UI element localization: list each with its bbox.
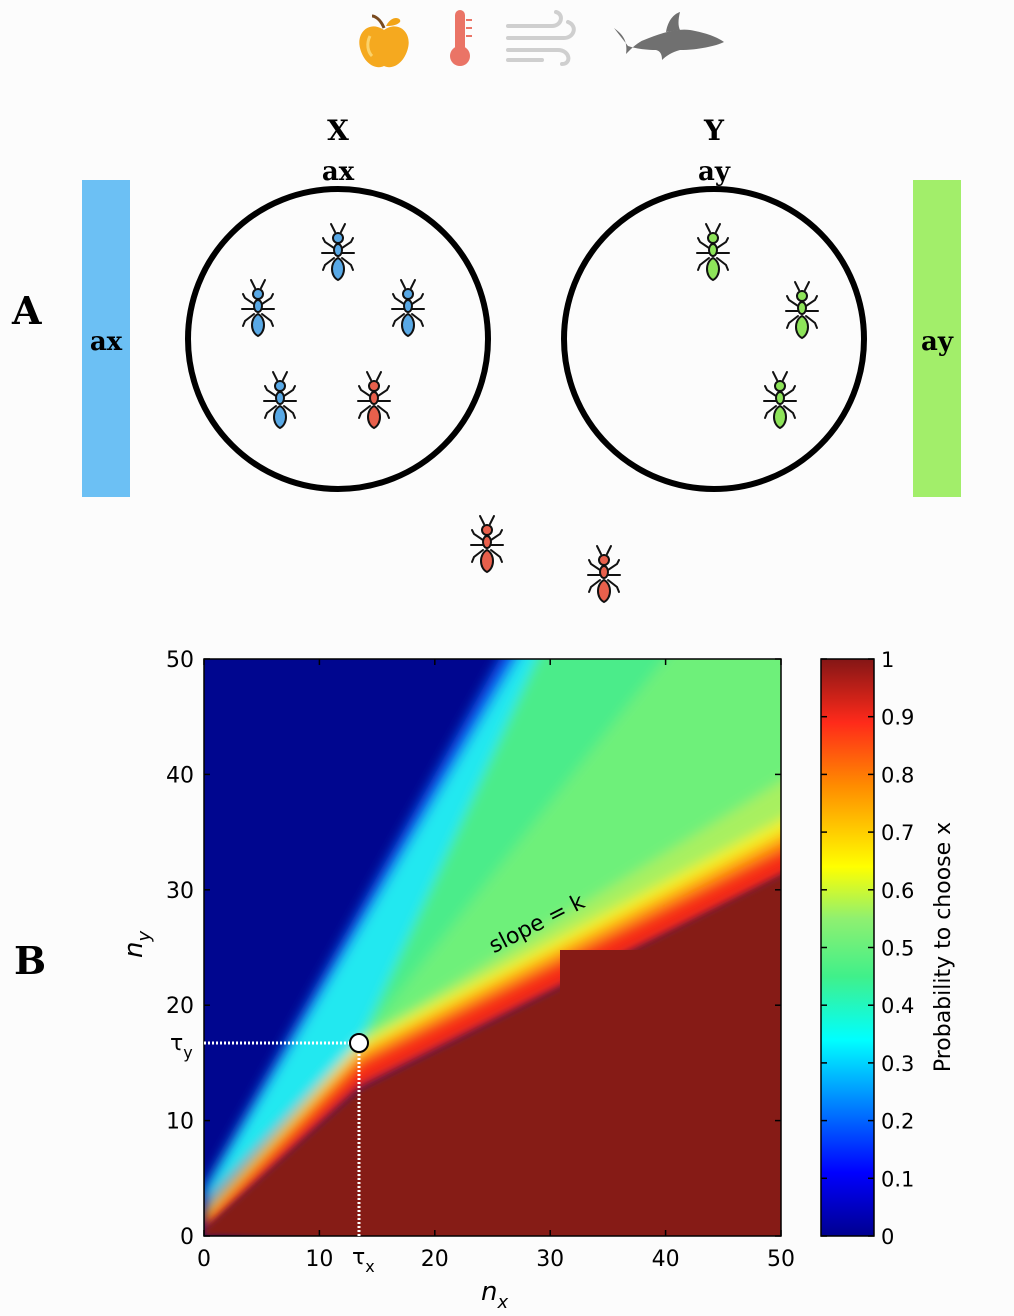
x-axis-ticks: 0 10 20 30 40 50 <box>197 659 795 1272</box>
colorbar-label: Probability to choose x <box>931 822 956 1072</box>
ant-green <box>785 281 819 339</box>
colorbar-tick-label: 0.1 <box>881 1167 914 1191</box>
ant-green <box>696 223 730 281</box>
ant-red <box>357 371 391 429</box>
colorbar-tick-label: 1 <box>881 648 894 672</box>
y-tick-label: 50 <box>166 648 194 673</box>
ant-blue <box>321 223 355 281</box>
y-tick-label: 20 <box>166 994 194 1019</box>
ant-blue <box>241 279 275 337</box>
colorbar-tick-label: 0.4 <box>881 994 914 1018</box>
colorbar-ticks: 0 0.1 0.2 0.3 0.4 0.5 0.6 0.7 0.8 0.9 1 <box>821 648 914 1249</box>
panel-b-label: B <box>14 938 47 983</box>
shark-icon <box>614 12 724 60</box>
site-y-title: Y <box>703 114 725 147</box>
site-x-title: X <box>327 114 349 147</box>
tau-y-label: τy <box>170 1031 193 1062</box>
bar-x <box>82 180 130 497</box>
colorbar-tick-label: 0.6 <box>881 879 914 903</box>
thermometer-icon <box>450 10 472 66</box>
x-tick-label: 30 <box>536 1247 564 1272</box>
y-tick-label: 0 <box>180 1225 194 1250</box>
bar-y-label: ay <box>921 327 954 357</box>
x-tick-label: 50 <box>767 1247 795 1272</box>
ant-blue <box>263 371 297 429</box>
ant-red <box>470 515 504 573</box>
threshold-point <box>349 1033 369 1053</box>
colorbar-tick-label: 0.5 <box>881 937 914 961</box>
bar-x-label: ax <box>90 327 123 357</box>
colorbar-tick-label: 0.7 <box>881 821 914 845</box>
ant-blue <box>391 279 425 337</box>
bar-y <box>913 180 961 497</box>
colorbar-tick-label: 0.3 <box>881 1052 914 1076</box>
panel-a-label: A <box>12 288 42 333</box>
x-tick-label: 0 <box>197 1247 211 1272</box>
colorbar <box>820 658 875 1237</box>
y-axis-ticks: 0 10 20 30 40 50 <box>166 648 781 1250</box>
site-x-subtitle: ax <box>322 157 355 187</box>
apple-icon <box>359 14 409 68</box>
heatmap <box>204 659 781 1236</box>
y-axis-title: ny <box>119 931 155 958</box>
x-tick-label: 10 <box>305 1247 333 1272</box>
colorbar-tick-label: 0.8 <box>881 763 914 787</box>
ant-red <box>587 545 621 603</box>
tau-x-label: τx <box>352 1245 375 1276</box>
site-x-circle <box>185 186 491 492</box>
x-axis-title: nx <box>481 1277 508 1313</box>
colorbar-tick-label: 0.9 <box>881 706 914 730</box>
x-tick-label: 40 <box>652 1247 680 1272</box>
site-y-subtitle: ay <box>698 157 731 187</box>
colorbar-tick-label: 0.2 <box>881 1110 914 1134</box>
x-tick-label: 20 <box>421 1247 449 1272</box>
ant-green <box>763 371 797 429</box>
y-tick-label: 40 <box>166 763 194 788</box>
panel-a-diagram: X ax Y ay ax ay <box>82 10 961 603</box>
wind-icon <box>506 10 576 66</box>
site-y-circle <box>561 186 867 492</box>
y-tick-label: 30 <box>166 879 194 904</box>
y-tick-label: 10 <box>166 1110 194 1135</box>
colorbar-tick-label: 0 <box>881 1225 894 1249</box>
